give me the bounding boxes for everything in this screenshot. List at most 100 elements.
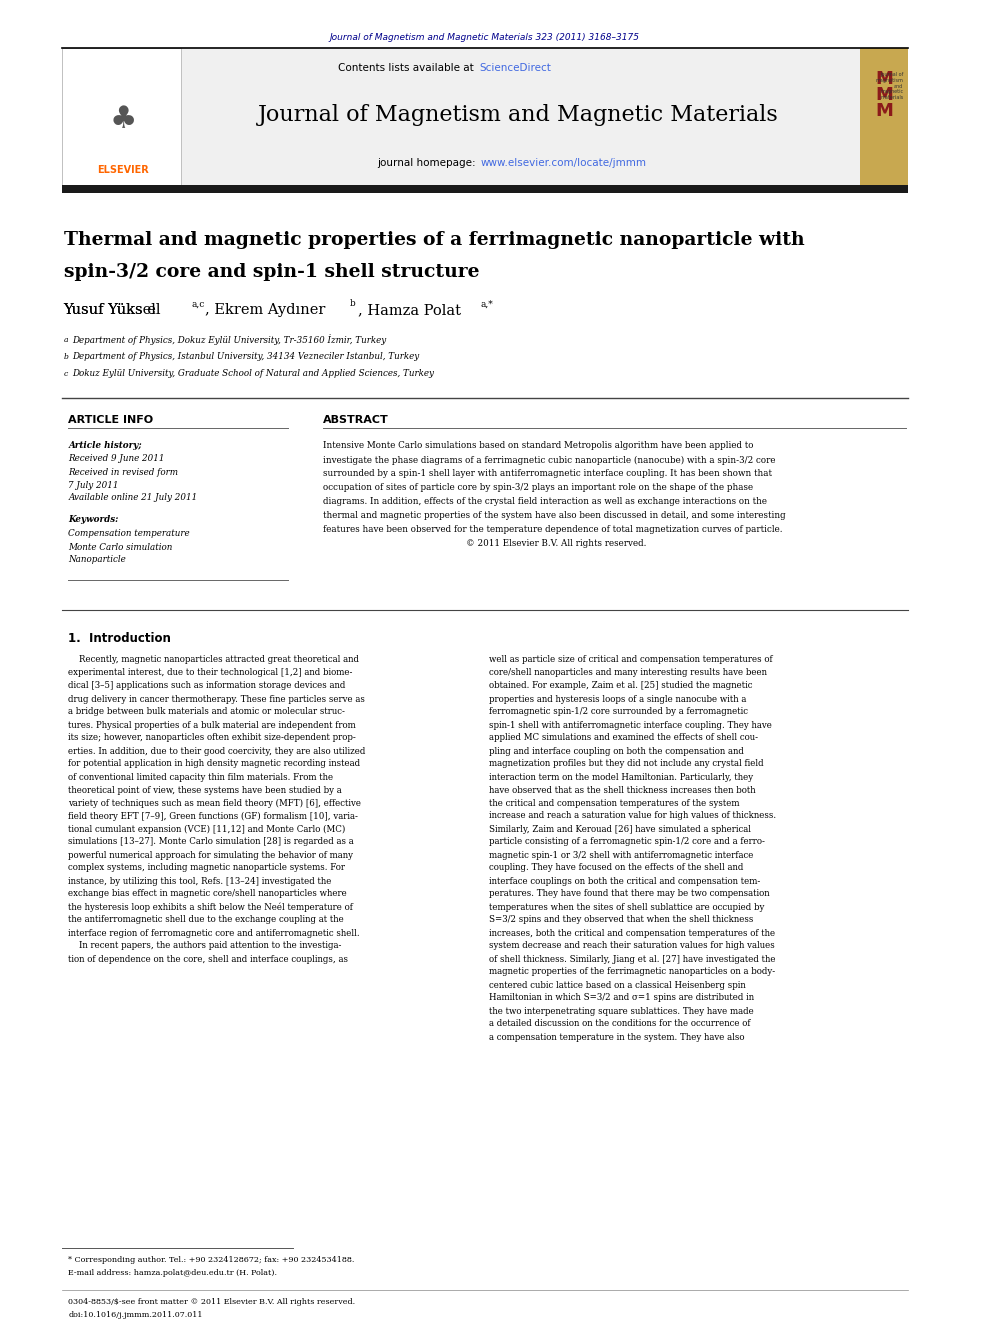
Text: Nanoparticle: Nanoparticle: [68, 556, 126, 565]
Text: 7 July 2011: 7 July 2011: [68, 480, 119, 490]
Text: complex systems, including magnetic nanoparticle systems. For: complex systems, including magnetic nano…: [68, 864, 345, 872]
Text: tional cumulant expansion (VCE) [11,12] and Monte Carlo (MC): tional cumulant expansion (VCE) [11,12] …: [68, 824, 346, 833]
Text: have observed that as the shell thickness increases then both: have observed that as the shell thicknes…: [489, 786, 756, 795]
Text: spin-1 shell with antiferromagnetic interface coupling. They have: spin-1 shell with antiferromagnetic inte…: [489, 721, 772, 729]
Text: features have been observed for the temperature dependence of total magnetizatio: features have been observed for the temp…: [322, 525, 782, 534]
Text: Journal of
magnetism
and
magnetic
materials: Journal of magnetism and magnetic materi…: [876, 71, 904, 101]
Text: the hysteresis loop exhibits a shift below the Neél temperature of: the hysteresis loop exhibits a shift bel…: [68, 902, 353, 912]
Text: , Ekrem Aydıner: , Ekrem Aydıner: [205, 303, 325, 318]
Text: 1.  Introduction: 1. Introduction: [68, 631, 172, 644]
Text: Yusuf Yüksel: Yusuf Yüksel: [63, 303, 157, 318]
Text: c: c: [63, 370, 67, 378]
Text: Monte Carlo simulation: Monte Carlo simulation: [68, 542, 173, 552]
Text: simulations [13–27]. Monte Carlo simulation [28] is regarded as a: simulations [13–27]. Monte Carlo simulat…: [68, 837, 354, 847]
Text: peratures. They have found that there may be two compensation: peratures. They have found that there ma…: [489, 889, 770, 898]
Text: a detailed discussion on the conditions for the occurrence of: a detailed discussion on the conditions …: [489, 1020, 750, 1028]
Text: of shell thickness. Similarly, Jiang et al. [27] have investigated the: of shell thickness. Similarly, Jiang et …: [489, 954, 776, 963]
Text: Contents lists available at: Contents lists available at: [338, 64, 477, 73]
Text: increase and reach a saturation value for high values of thickness.: increase and reach a saturation value fo…: [489, 811, 776, 820]
Text: well as particle size of critical and compensation temperatures of: well as particle size of critical and co…: [489, 655, 773, 664]
Text: particle consisting of a ferromagnetic spin-1/2 core and a ferro-: particle consisting of a ferromagnetic s…: [489, 837, 765, 847]
Text: surrounded by a spin-1 shell layer with antiferromagnetic interface coupling. It: surrounded by a spin-1 shell layer with …: [322, 470, 772, 479]
Text: magnetic spin-1 or 3/2 shell with antiferromagnetic interface: magnetic spin-1 or 3/2 shell with antife…: [489, 851, 753, 860]
Text: the two interpenetrating square sublattices. They have made: the two interpenetrating square sublatti…: [489, 1007, 754, 1016]
Text: Hamiltonian in which S=3/2 and σ=1 spins are distributed in: Hamiltonian in which S=3/2 and σ=1 spins…: [489, 994, 754, 1003]
Text: magnetic properties of the ferrimagnetic nanoparticles on a body-: magnetic properties of the ferrimagnetic…: [489, 967, 775, 976]
Text: www.elsevier.com/locate/jmmm: www.elsevier.com/locate/jmmm: [481, 157, 647, 168]
Text: temperatures when the sites of shell sublattice are occupied by: temperatures when the sites of shell sub…: [489, 902, 764, 912]
Text: tion of dependence on the core, shell and interface couplings, as: tion of dependence on the core, shell an…: [68, 954, 348, 963]
Text: variety of techniques such as mean field theory (MFT) [6], effective: variety of techniques such as mean field…: [68, 799, 361, 807]
Text: Available online 21 July 2011: Available online 21 July 2011: [68, 493, 197, 503]
Text: ScienceDirect: ScienceDirect: [479, 64, 551, 73]
Text: Article history;: Article history;: [68, 442, 142, 451]
Text: increases, both the critical and compensation temperatures of the: increases, both the critical and compens…: [489, 929, 775, 938]
Text: Compensation temperature: Compensation temperature: [68, 529, 190, 538]
Text: interaction term on the model Hamiltonian. Particularly, they: interaction term on the model Hamiltonia…: [489, 773, 753, 782]
Text: ARTICLE INFO: ARTICLE INFO: [68, 415, 154, 425]
Text: drug delivery in cancer thermotherapy. These fine particles serve as: drug delivery in cancer thermotherapy. T…: [68, 695, 365, 704]
Text: pling and interface coupling on both the compensation and: pling and interface coupling on both the…: [489, 746, 744, 755]
Text: coupling. They have focused on the effects of the shell and: coupling. They have focused on the effec…: [489, 864, 743, 872]
Text: erties. In addition, due to their good coercivity, they are also utilized: erties. In addition, due to their good c…: [68, 746, 366, 755]
Text: the antiferromagnetic shell due to the exchange coupling at the: the antiferromagnetic shell due to the e…: [68, 916, 344, 925]
Text: spin-3/2 core and spin-1 shell structure: spin-3/2 core and spin-1 shell structure: [63, 263, 479, 280]
Bar: [62, 48, 909, 185]
Text: Received 9 June 2011: Received 9 June 2011: [68, 455, 165, 463]
Bar: [62, 185, 909, 193]
Text: interface region of ferromagnetic core and antiferromagnetic shell.: interface region of ferromagnetic core a…: [68, 929, 360, 938]
Text: experimental interest, due to their technological [1,2] and biome-: experimental interest, due to their tech…: [68, 668, 353, 677]
Bar: [62, 48, 181, 185]
Text: Journal of Magnetism and Magnetic Materials 323 (2011) 3168–3175: Journal of Magnetism and Magnetic Materi…: [330, 33, 640, 42]
Bar: [860, 48, 909, 185]
Text: field theory EFT [7–9], Green functions (GF) formalism [10], varia-: field theory EFT [7–9], Green functions …: [68, 811, 358, 820]
Text: Department of Physics, Dokuz Eylül University, Tr-35160 İzmir, Turkey: Department of Physics, Dokuz Eylül Unive…: [72, 335, 387, 345]
Text: magnetization profiles but they did not include any crystal field: magnetization profiles but they did not …: [489, 759, 764, 769]
Text: a,c: a,c: [191, 299, 205, 308]
Text: E-mail address: hamza.polat@deu.edu.tr (H. Polat).: E-mail address: hamza.polat@deu.edu.tr (…: [68, 1269, 278, 1277]
Text: tures. Physical properties of a bulk material are independent from: tures. Physical properties of a bulk mat…: [68, 721, 356, 729]
Text: a compensation temperature in the system. They have also: a compensation temperature in the system…: [489, 1032, 744, 1041]
Text: Similarly, Zaim and Kerouad [26] have simulated a spherical: Similarly, Zaim and Kerouad [26] have si…: [489, 824, 751, 833]
Text: interface couplings on both the critical and compensation tem-: interface couplings on both the critical…: [489, 877, 760, 885]
Text: b: b: [350, 299, 356, 308]
Text: exchange bias effect in magnetic core/shell nanoparticles where: exchange bias effect in magnetic core/sh…: [68, 889, 347, 898]
Text: ferromagnetic spin-1/2 core surrounded by a ferromagnetic: ferromagnetic spin-1/2 core surrounded b…: [489, 708, 748, 717]
Text: S=3/2 spins and they observed that when the shell thickness: S=3/2 spins and they observed that when …: [489, 916, 753, 925]
Text: system decrease and reach their saturation values for high values: system decrease and reach their saturati…: [489, 942, 775, 950]
Text: properties and hysteresis loops of a single nanocube with a: properties and hysteresis loops of a sin…: [489, 695, 746, 704]
Text: investigate the phase diagrams of a ferrimagnetic cubic nanoparticle (nanocube) : investigate the phase diagrams of a ferr…: [322, 455, 775, 464]
Text: a: a: [63, 336, 68, 344]
Text: centered cubic lattice based on a classical Heisenberg spin: centered cubic lattice based on a classi…: [489, 980, 746, 990]
Text: occupation of sites of particle core by spin-3/2 plays an important role on the : occupation of sites of particle core by …: [322, 483, 753, 492]
Text: for potential application in high density magnetic recording instead: for potential application in high densit…: [68, 759, 360, 769]
Text: theoretical point of view, these systems have been studied by a: theoretical point of view, these systems…: [68, 786, 342, 795]
Text: a bridge between bulk materials and atomic or molecular struc-: a bridge between bulk materials and atom…: [68, 708, 345, 717]
Text: ABSTRACT: ABSTRACT: [322, 415, 388, 425]
Text: powerful numerical approach for simulating the behavior of many: powerful numerical approach for simulati…: [68, 851, 353, 860]
Text: thermal and magnetic properties of the system have also been discussed in detail: thermal and magnetic properties of the s…: [322, 512, 786, 520]
Text: Dokuz Eylül University, Graduate School of Natural and Applied Sciences, Turkey: Dokuz Eylül University, Graduate School …: [72, 369, 434, 378]
Text: obtained. For example, Zaim et al. [25] studied the magnetic: obtained. For example, Zaim et al. [25] …: [489, 681, 752, 691]
Text: core/shell nanoparticles and many interesting results have been: core/shell nanoparticles and many intere…: [489, 668, 767, 677]
Text: Received in revised form: Received in revised form: [68, 467, 179, 476]
Text: © 2011 Elsevier B.V. All rights reserved.: © 2011 Elsevier B.V. All rights reserved…: [322, 540, 646, 549]
Text: Department of Physics, Istanbul University, 34134 Vezneciler Istanbul, Turkey: Department of Physics, Istanbul Universi…: [72, 352, 420, 361]
Text: 0304-8853/$-see front matter © 2011 Elsevier B.V. All rights reserved.: 0304-8853/$-see front matter © 2011 Else…: [68, 1298, 355, 1306]
Text: instance, by utilizing this tool, Refs. [13–24] investigated the: instance, by utilizing this tool, Refs. …: [68, 877, 331, 885]
Text: Yusuf Yüks el: Yusuf Yüks el: [63, 303, 161, 318]
Text: journal homepage:: journal homepage:: [377, 157, 479, 168]
Text: , Hamza Polat: , Hamza Polat: [358, 303, 461, 318]
Text: Keywords:: Keywords:: [68, 516, 119, 524]
Text: diagrams. In addition, effects of the crystal field interaction as well as excha: diagrams. In addition, effects of the cr…: [322, 497, 767, 507]
Text: the critical and compensation temperatures of the system: the critical and compensation temperatur…: [489, 799, 739, 807]
Text: its size; however, nanoparticles often exhibit size-dependent prop-: its size; however, nanoparticles often e…: [68, 733, 356, 742]
Text: Recently, magnetic nanoparticles attracted great theoretical and: Recently, magnetic nanoparticles attract…: [68, 655, 359, 664]
Text: ♣: ♣: [109, 106, 137, 135]
Text: * Corresponding author. Tel.: +90 2324128672; fax: +90 2324534188.: * Corresponding author. Tel.: +90 232412…: [68, 1256, 355, 1263]
Text: b: b: [63, 353, 68, 361]
Text: ELSEVIER: ELSEVIER: [97, 165, 149, 175]
Text: applied MC simulations and examined the effects of shell cou-: applied MC simulations and examined the …: [489, 733, 758, 742]
Text: dical [3–5] applications such as information storage devices and: dical [3–5] applications such as informa…: [68, 681, 346, 691]
Text: of conventional limited capacity thin film materials. From the: of conventional limited capacity thin fi…: [68, 773, 333, 782]
